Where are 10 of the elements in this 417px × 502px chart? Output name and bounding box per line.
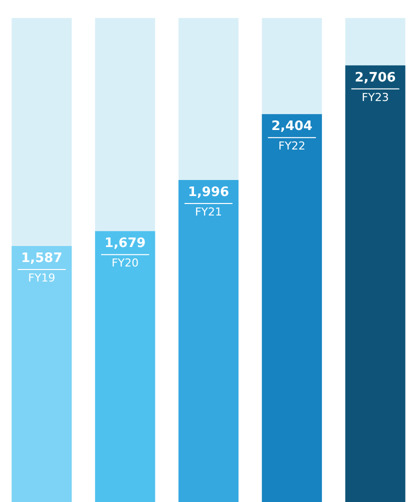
x-tick-label: FY22 [278, 140, 306, 153]
data-label: 2,706 [354, 70, 396, 86]
x-tick-label: FY21 [194, 205, 222, 218]
x-tick-label: FY20 [112, 256, 139, 270]
data-label: 1,587 [21, 250, 62, 266]
data-label: 1,996 [188, 184, 230, 200]
x-tick-label: FY23 [362, 90, 389, 104]
data-label: 1,679 [104, 236, 146, 251]
data-label: 2,404 [271, 119, 312, 134]
x-tick-label: FY19 [28, 271, 56, 284]
